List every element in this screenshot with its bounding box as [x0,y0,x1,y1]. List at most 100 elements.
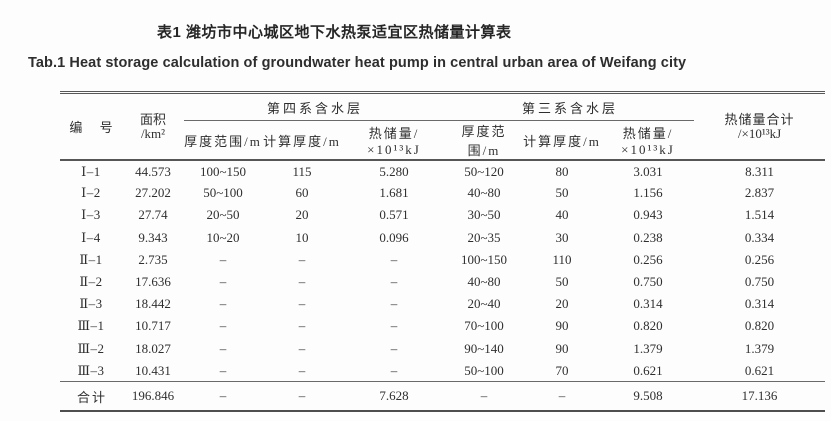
cell-t-range: 30~50 [467,207,501,223]
cell-area: 18.442 [135,296,171,312]
cell-t-heat: 0.238 [633,229,663,245]
cell-id: Ⅱ–1 [79,251,103,267]
cell-total: 0.314 [744,296,775,312]
header-t-heat-storage: 热储量/×10¹³kJ [602,120,695,161]
cell-t-range: 90~140 [464,340,504,356]
cell-t-calc: 30 [555,229,569,245]
cell-q-heat: 0.096 [379,229,409,245]
cell-t-heat: 9.508 [602,381,695,411]
header-q-calc-thickness: 计算厚度/m [262,120,342,161]
cell-t-heat: 0.314 [633,296,663,312]
cell-q-heat: – [390,251,398,267]
cell-area: 44.573 [135,163,171,179]
cell-q-calc: – [298,362,306,378]
cell-q-heat: – [390,362,398,378]
cell-t-range: 20~40 [467,296,501,312]
cell-q-range: – [184,381,262,411]
header-t-thickness-range: 厚度范围/m [446,120,523,161]
cell-area: 196.846 [122,381,184,411]
header-group-tertiary-aquifer: 第三系含水层 [446,92,695,121]
table-row: Ⅰ–3 27.74 20~50 20 0.571 30~50 40 0.943 … [60,204,825,226]
cell-id: Ⅲ–1 [77,318,105,334]
cell-t-calc: 90 [555,340,569,356]
cell-q-calc: 20 [295,207,309,223]
header-total-line2: /×10¹³kJ [737,125,782,141]
cell-t-heat: 0.621 [633,362,663,378]
table-row: Ⅲ–1 10.717 – – – 70~100 90 0.820 0.820 [60,315,825,337]
table-row: Ⅱ–1 2.735 – – – 100~150 110 0.256 0.256 [60,249,825,271]
cell-t-heat: 1.379 [633,340,663,356]
cell-q-calc: – [262,381,342,411]
cell-q-range: 50~100 [203,185,243,201]
cell-id: Ⅲ–3 [77,362,105,378]
cell-t-heat: 0.820 [633,318,663,334]
cell-q-calc: 115 [292,163,312,179]
cell-t-calc: 50 [555,274,569,290]
cell-total: 0.334 [744,229,775,245]
table-total-row: 合计 196.846 – – 7.628 – – 9.508 17.136 [60,381,826,411]
cell-q-heat: 7.628 [342,381,447,411]
cell-q-range: – [219,251,227,267]
cell-q-heat: – [390,274,398,290]
cell-q-calc: – [298,296,306,312]
cell-q-calc: – [298,251,306,267]
cell-total: 8.311 [745,163,774,179]
cell-q-calc: 60 [295,185,309,201]
cell-q-calc: 10 [295,229,309,245]
cell-total: 0.750 [744,274,775,290]
cell-q-calc: – [298,274,306,290]
cell-t-calc: 110 [552,251,572,267]
cell-t-heat: 0.256 [633,251,663,267]
cell-t-calc: 50 [555,185,569,201]
cell-t-range: 50~120 [464,163,504,179]
cell-id: Ⅰ–3 [81,207,101,223]
table-row: Ⅰ–4 9.343 10~20 10 0.096 20~35 30 0.238 … [60,227,825,249]
cell-t-heat: 1.156 [633,185,663,201]
cell-t-range: 40~80 [467,185,501,201]
cell-area: 27.202 [135,185,171,201]
cell-total: 0.256 [744,251,775,267]
cell-q-range: – [219,296,227,312]
cell-t-calc: 70 [555,362,569,378]
header-q-heat-storage: 热储量/×10¹³kJ [342,120,447,161]
cell-q-heat: 0.571 [379,207,409,223]
cell-q-heat: 5.280 [379,163,409,179]
cell-t-range: 100~150 [460,251,508,267]
cell-t-range: 20~35 [467,229,501,245]
cell-area: 9.343 [138,229,168,245]
cell-id: Ⅰ–4 [81,229,101,245]
cell-id: Ⅰ–1 [81,163,101,179]
cell-t-range: 40~80 [467,274,501,290]
cell-t-range: – [446,381,523,411]
header-area: 面积 /km² [122,92,184,161]
header-area-line2: /km² [140,125,166,141]
cell-q-range: – [219,340,227,356]
cell-id: Ⅰ–2 [81,185,101,201]
header-area-line1: 面积 [139,111,166,127]
cell-q-range: – [219,362,227,378]
cell-q-range: – [219,274,227,290]
cell-total: 1.514 [744,207,775,223]
cell-q-range: – [219,318,227,334]
cell-t-heat: 3.031 [633,163,663,179]
cell-t-calc: 20 [555,296,569,312]
cell-total: 2.837 [744,185,775,201]
table-body: Ⅰ–1 44.573 100~150 115 5.280 50~120 80 3… [60,160,826,411]
cell-total: 17.136 [694,381,826,411]
cell-id: Ⅲ–2 [77,340,105,356]
cell-q-heat: – [390,340,398,356]
cell-area: 18.027 [135,340,171,356]
table-row: Ⅰ–2 27.202 50~100 60 1.681 40~80 50 1.15… [60,182,825,204]
cell-area: 2.735 [138,251,168,267]
table-header: 编 号 面积 /km² 第四系含水层 第三系含水层 热储量合计 /×10¹³kJ… [60,92,826,161]
table-row: Ⅲ–2 18.027 – – – 90~140 90 1.379 1.379 [60,338,825,360]
cell-q-calc: – [298,318,306,334]
table-row: Ⅱ–2 17.636 – – – 40~80 50 0.750 0.750 [60,271,825,293]
header-t-calc-thickness: 计算厚度/m [522,120,603,161]
cell-id: Ⅱ–2 [79,274,103,290]
cell-total: 0.820 [744,318,775,334]
cell-total: 1.379 [744,340,775,356]
cell-area: 27.74 [138,207,168,223]
table-title-chinese: 表1 潍坊市中心城区地下水热泵适宜区热储量计算表 [157,24,512,41]
